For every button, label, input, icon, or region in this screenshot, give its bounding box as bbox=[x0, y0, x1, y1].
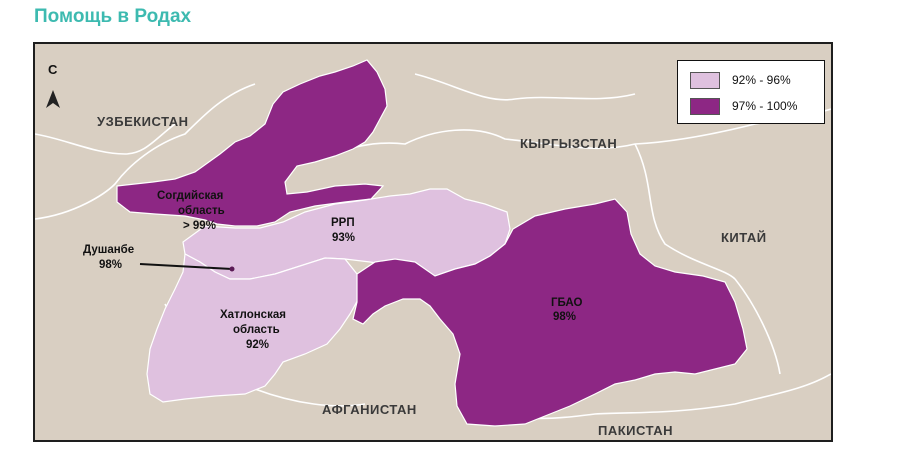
page-title: Помощь в Родах bbox=[34, 6, 192, 27]
map-canvas: С УЗБЕКИСТАН КЫРГЫЗСТАН КИТАЙ АФГАНИСТАН… bbox=[35, 59, 831, 438]
label-dushanbe-2: 98% bbox=[99, 259, 122, 271]
label-sogd-3: > 99% bbox=[183, 220, 216, 232]
label-khatlon-1: Хатлонская bbox=[220, 309, 286, 321]
label-kyrgyzstan: КЫРГЫЗСТАН bbox=[520, 136, 617, 151]
legend-label-light: 92% - 96% bbox=[732, 73, 791, 87]
label-rrp-1: РРП bbox=[331, 217, 355, 229]
region-sogd bbox=[116, 59, 388, 227]
label-khatlon-3: 92% bbox=[246, 339, 269, 351]
map-legend: 92% - 96% 97% - 100% bbox=[677, 60, 825, 124]
label-gbao-2: 98% bbox=[553, 311, 576, 323]
label-afghanistan: АФГАНИСТАН bbox=[322, 402, 417, 417]
legend-swatch-light bbox=[690, 71, 720, 89]
label-pakistan: ПАКИСТАН bbox=[598, 423, 673, 438]
compass-letter: С bbox=[48, 62, 58, 77]
dushanbe-dot bbox=[229, 266, 235, 272]
map: С УЗБЕКИСТАН КЫРГЫЗСТАН КИТАЙ АФГАНИСТАН… bbox=[33, 42, 833, 442]
legend-item-dark: 97% - 100% bbox=[690, 96, 797, 116]
label-sogd-2: область bbox=[178, 205, 225, 217]
label-rrp-2: 93% bbox=[332, 232, 355, 244]
label-sogd-1: Согдийская bbox=[157, 190, 223, 202]
north-arrow-icon bbox=[46, 90, 60, 108]
label-dushanbe-1: Душанбе bbox=[83, 244, 134, 256]
legend-item-light: 92% - 96% bbox=[690, 70, 791, 90]
label-gbao-1: ГБАО bbox=[551, 297, 583, 309]
legend-swatch-dark bbox=[690, 97, 720, 115]
label-uzbekistan: УЗБЕКИСТАН bbox=[97, 114, 189, 129]
region-gbao bbox=[352, 198, 748, 427]
region-khatlon bbox=[146, 253, 361, 403]
legend-label-dark: 97% - 100% bbox=[732, 99, 798, 113]
label-china: КИТАЙ bbox=[721, 230, 767, 245]
label-khatlon-2: область bbox=[233, 324, 280, 336]
dushanbe-pointer bbox=[139, 263, 233, 270]
